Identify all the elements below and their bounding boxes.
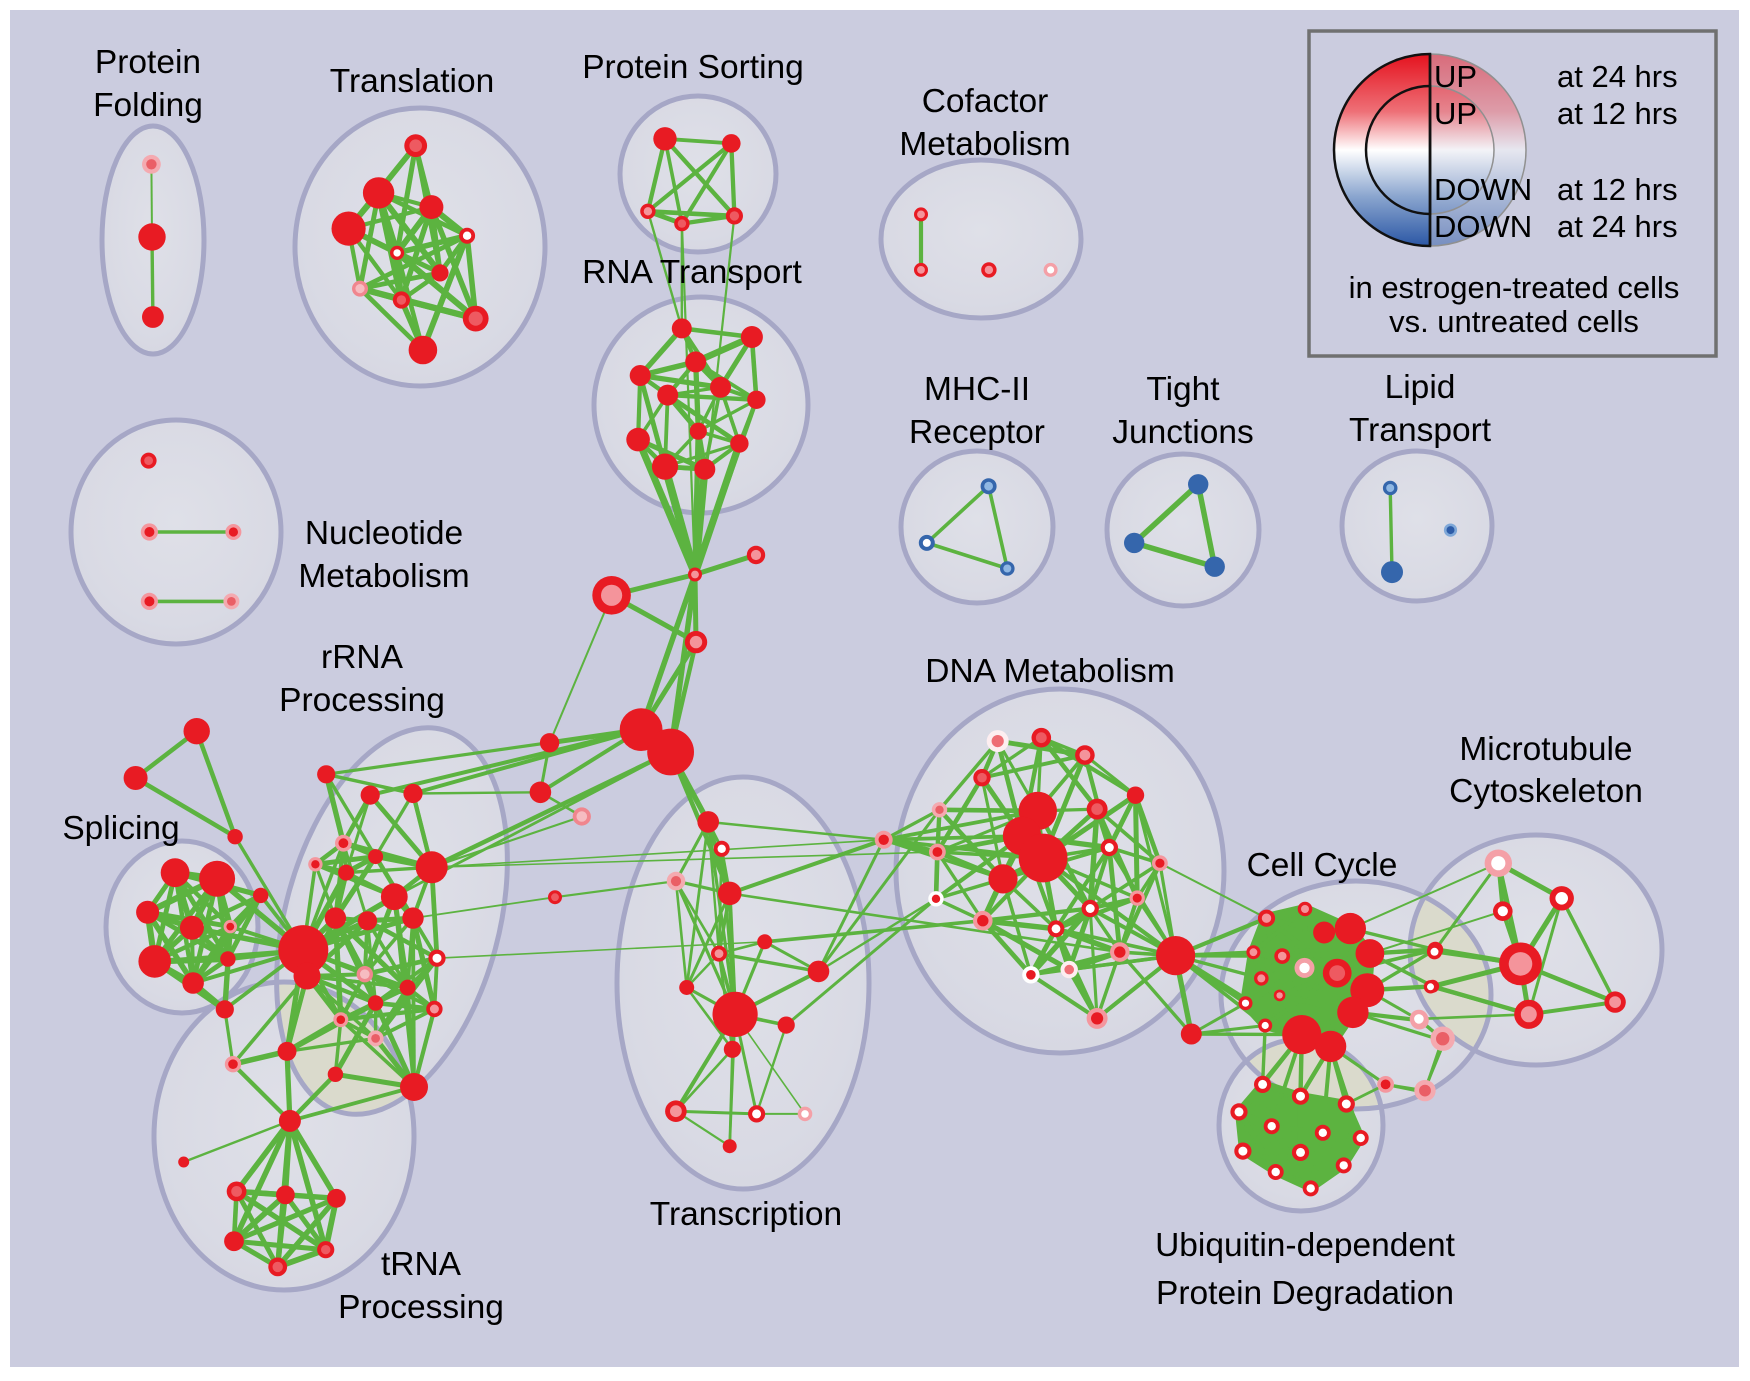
svg-text:Lipid: Lipid <box>1385 369 1456 406</box>
svg-text:tRNA: tRNA <box>381 1246 462 1283</box>
svg-text:Ubiquitin-dependent: Ubiquitin-dependent <box>1155 1227 1456 1264</box>
svg-text:Splicing: Splicing <box>62 810 179 847</box>
svg-text:at 12 hrs: at 12 hrs <box>1557 172 1678 207</box>
svg-text:Processing: Processing <box>279 682 445 719</box>
svg-text:Folding: Folding <box>93 87 203 124</box>
svg-text:at 12 hrs: at 12 hrs <box>1557 96 1678 131</box>
svg-text:vs. untreated cells: vs. untreated cells <box>1389 304 1639 339</box>
svg-text:DNA Metabolism: DNA Metabolism <box>925 653 1174 690</box>
svg-text:Receptor: Receptor <box>909 414 1045 451</box>
svg-text:in estrogen-treated cells: in estrogen-treated cells <box>1349 270 1680 305</box>
svg-text:Transcription: Transcription <box>650 1196 842 1233</box>
svg-text:Processing: Processing <box>338 1289 504 1326</box>
svg-text:UP: UP <box>1434 96 1477 131</box>
svg-text:Translation: Translation <box>330 63 494 100</box>
svg-text:Metabolism: Metabolism <box>899 126 1070 163</box>
svg-text:Nucleotide: Nucleotide <box>305 515 463 552</box>
svg-text:Cofactor: Cofactor <box>922 83 1049 120</box>
svg-text:Protein Sorting: Protein Sorting <box>582 49 804 86</box>
svg-text:rRNA: rRNA <box>321 639 404 676</box>
svg-text:Metabolism: Metabolism <box>298 558 469 595</box>
svg-text:Transport: Transport <box>1349 412 1492 449</box>
svg-text:DOWN: DOWN <box>1434 209 1532 244</box>
svg-text:DOWN: DOWN <box>1434 172 1532 207</box>
svg-text:Cytoskeleton: Cytoskeleton <box>1449 773 1643 810</box>
svg-text:Cell Cycle: Cell Cycle <box>1247 847 1398 884</box>
svg-text:Tight: Tight <box>1146 371 1220 408</box>
svg-text:Junctions: Junctions <box>1112 414 1254 451</box>
svg-text:RNA Transport: RNA Transport <box>582 254 802 291</box>
svg-text:UP: UP <box>1434 59 1477 94</box>
svg-text:Protein: Protein <box>95 44 201 81</box>
svg-text:Microtubule: Microtubule <box>1459 731 1632 768</box>
svg-text:at 24 hrs: at 24 hrs <box>1557 209 1678 244</box>
svg-text:Protein Degradation: Protein Degradation <box>1156 1275 1454 1312</box>
svg-text:MHC-II: MHC-II <box>924 371 1030 408</box>
svg-text:at 24 hrs: at 24 hrs <box>1557 59 1678 94</box>
